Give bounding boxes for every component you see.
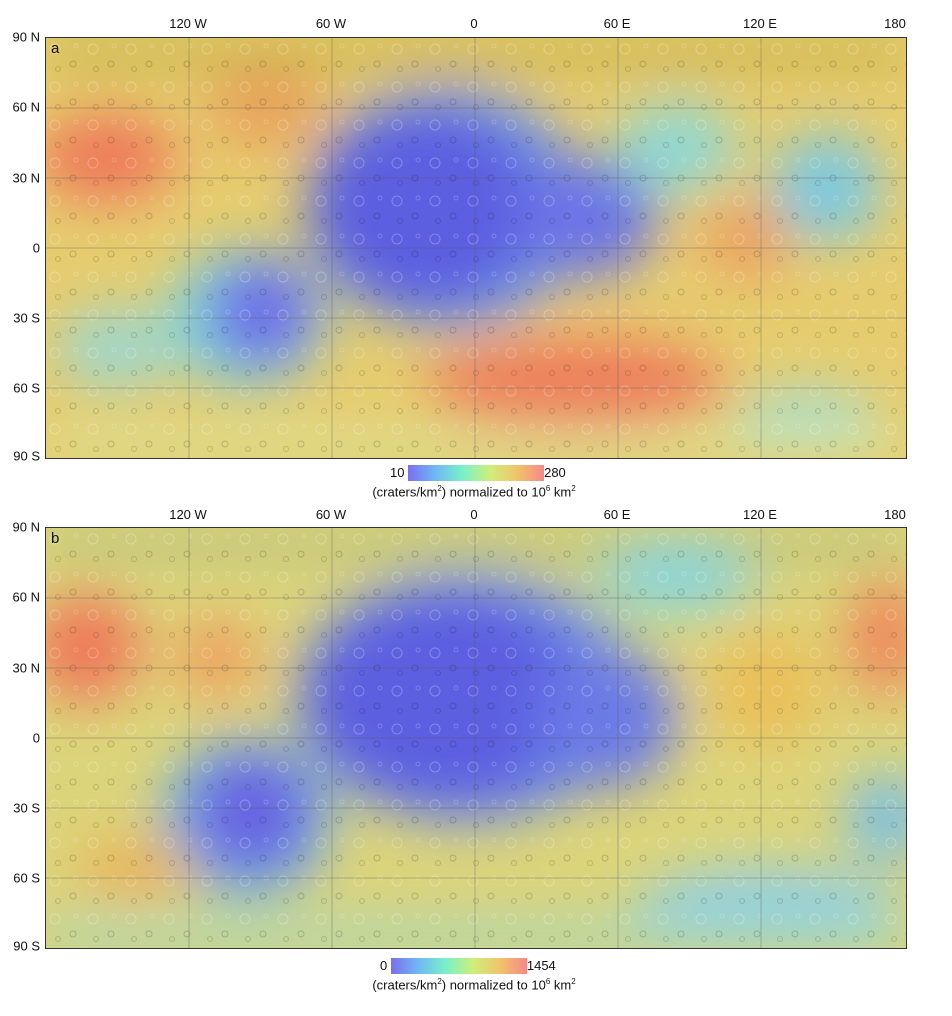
- colorbar-a: 10 280: [390, 464, 566, 481]
- colorbar-b: 0 1454: [380, 957, 556, 974]
- crater-density-map-b: b: [45, 527, 907, 949]
- lon-label-0: 0: [470, 16, 478, 31]
- lat-label-90s-b: 90 S: [13, 938, 40, 954]
- lon-label-120e-b: 120 E: [743, 507, 777, 522]
- panel-letter-a: a: [51, 40, 60, 57]
- lat-label-0: 0: [32, 240, 40, 256]
- lat-label-30s: 30 S: [13, 310, 40, 326]
- lat-label-30n: 30 N: [12, 170, 40, 186]
- lon-label-180-b: 180: [884, 507, 906, 522]
- lat-label-30n-b: 30 N: [12, 660, 40, 676]
- colorbar-max-b: 1454: [526, 958, 556, 974]
- crater-density-map-a: a: [45, 37, 907, 459]
- lon-label-120w: 120 W: [169, 16, 207, 31]
- lon-label-0-b: 0: [470, 507, 478, 522]
- lon-label-60e: 60 E: [603, 16, 631, 31]
- lat-label-60n-b: 60 N: [12, 589, 40, 605]
- colorbar-gradient-a: [408, 464, 545, 481]
- lon-label-60w-b: 60 W: [315, 507, 347, 522]
- colorbar-min-b: 0: [380, 958, 388, 974]
- colorbar-title-b: (craters/km2) normalized to 106 km2: [372, 977, 576, 993]
- lon-label-180: 180: [884, 16, 906, 31]
- density-heatmap-a: [46, 38, 906, 458]
- lat-label-60s-b: 60 S: [13, 870, 40, 886]
- density-heatmap-b: [46, 528, 906, 948]
- lat-label-30s-b: 30 S: [13, 800, 40, 816]
- lon-label-120e: 120 E: [743, 16, 777, 31]
- lat-label-60s: 60 S: [13, 380, 40, 396]
- lat-label-60n: 60 N: [12, 99, 40, 115]
- lat-label-90n: 90 N: [12, 29, 40, 45]
- lat-label-90s: 90 S: [13, 448, 40, 464]
- panel-letter-b: b: [51, 530, 60, 547]
- colorbar-max-a: 280: [544, 465, 566, 481]
- colorbar-min-a: 10: [390, 465, 405, 481]
- lon-label-60w: 60 W: [315, 16, 347, 31]
- colorbar-gradient-b: [390, 957, 527, 974]
- lon-label-60e-b: 60 E: [603, 507, 631, 522]
- colorbar-title-a: (craters/km2) normalized to 106 km2: [372, 484, 576, 500]
- lat-label-90n-b: 90 N: [12, 519, 40, 535]
- lat-label-0-b: 0: [32, 730, 40, 746]
- lon-label-120w-b: 120 W: [169, 507, 207, 522]
